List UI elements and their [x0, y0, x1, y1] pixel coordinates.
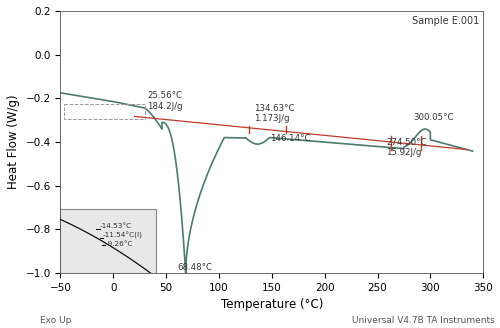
Text: -11.54°C(I): -11.54°C(I): [102, 232, 142, 239]
Bar: [60, 209, 156, 273]
X-axis label: Temperature (°C): Temperature (°C): [220, 298, 323, 311]
Text: Sample E.001: Sample E.001: [412, 16, 479, 26]
Text: 134.63°C
1.173J/g: 134.63°C 1.173J/g: [254, 104, 294, 123]
Text: -9.26°C: -9.26°C: [106, 241, 133, 247]
Text: Universal V4.7B TA Instruments: Universal V4.7B TA Instruments: [352, 316, 495, 325]
Text: 274.50°C
15.92J/g: 274.50°C 15.92J/g: [386, 138, 426, 157]
Text: -14.53°C: -14.53°C: [100, 223, 132, 229]
Text: 300.05°C: 300.05°C: [414, 113, 454, 122]
Text: 68.48°C: 68.48°C: [178, 263, 213, 272]
Text: 146.14°C: 146.14°C: [270, 134, 310, 143]
Text: Exo Up: Exo Up: [40, 316, 72, 325]
Text: 25.56°C
184.2J/g: 25.56°C 184.2J/g: [147, 92, 182, 111]
Y-axis label: Heat Flow (W/g): Heat Flow (W/g): [7, 95, 20, 189]
